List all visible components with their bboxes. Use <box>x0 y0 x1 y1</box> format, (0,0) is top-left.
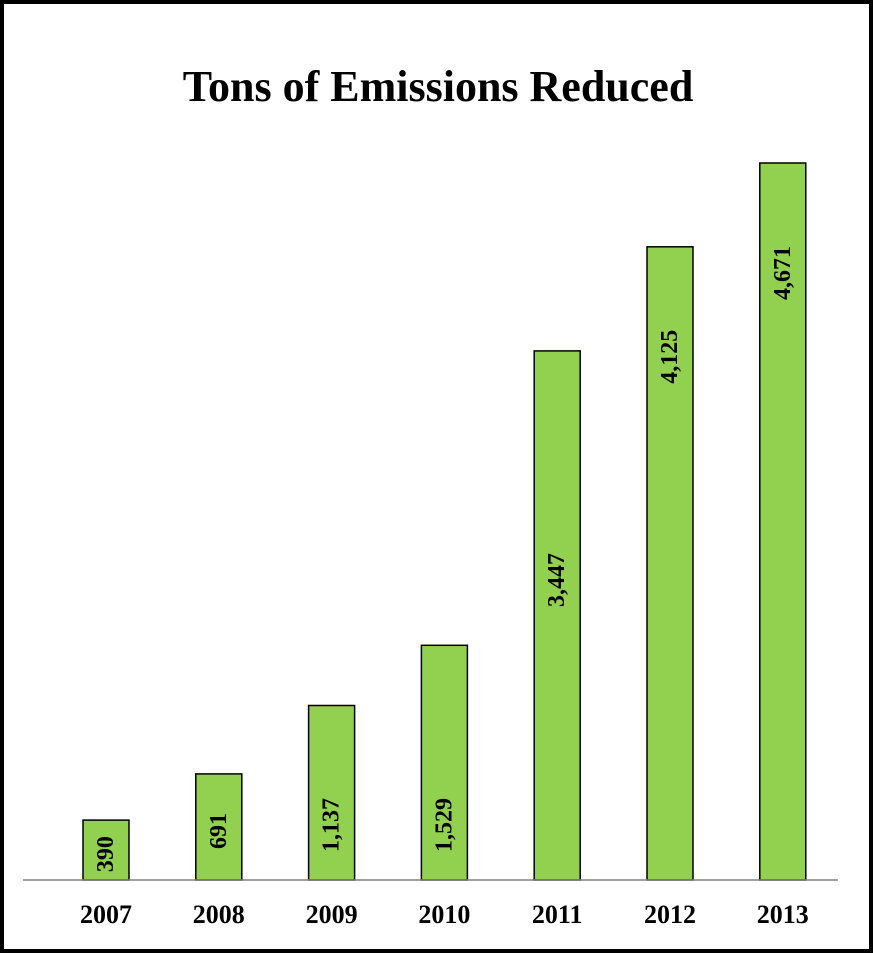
x-tick-label-2013: 2013 <box>757 900 809 929</box>
data-label-2007: 390 <box>93 836 119 872</box>
x-axis-tick-labels: 2007 2008 2009 2010 2011 2012 2013 <box>80 900 809 929</box>
data-label-2009: 1,137 <box>319 798 345 852</box>
bar-2009 <box>307 704 356 881</box>
data-label-2008: 691 <box>206 813 232 849</box>
bar-2012 <box>646 246 694 881</box>
data-label-2011: 3,447 <box>544 553 570 607</box>
chart-title: Tons of Emissions Reduced <box>183 62 694 111</box>
x-tick-label-2011: 2011 <box>532 900 583 929</box>
x-tick-label-2012: 2012 <box>644 900 696 929</box>
plot-area: 390 691 1,137 1,529 3,447 4,125 4,671 <box>82 162 807 881</box>
bar-2010 <box>420 644 469 881</box>
x-tick-label-2010: 2010 <box>418 900 470 929</box>
x-tick-label-2008: 2008 <box>193 900 245 929</box>
data-label-2013: 4,671 <box>770 246 796 300</box>
bar-2011 <box>533 350 581 881</box>
data-label-2012: 4,125 <box>657 330 683 384</box>
data-label-2010: 1,529 <box>431 798 457 852</box>
bar-2008 <box>195 773 243 881</box>
x-tick-label-2007: 2007 <box>80 900 132 929</box>
x-tick-label-2009: 2009 <box>306 900 358 929</box>
